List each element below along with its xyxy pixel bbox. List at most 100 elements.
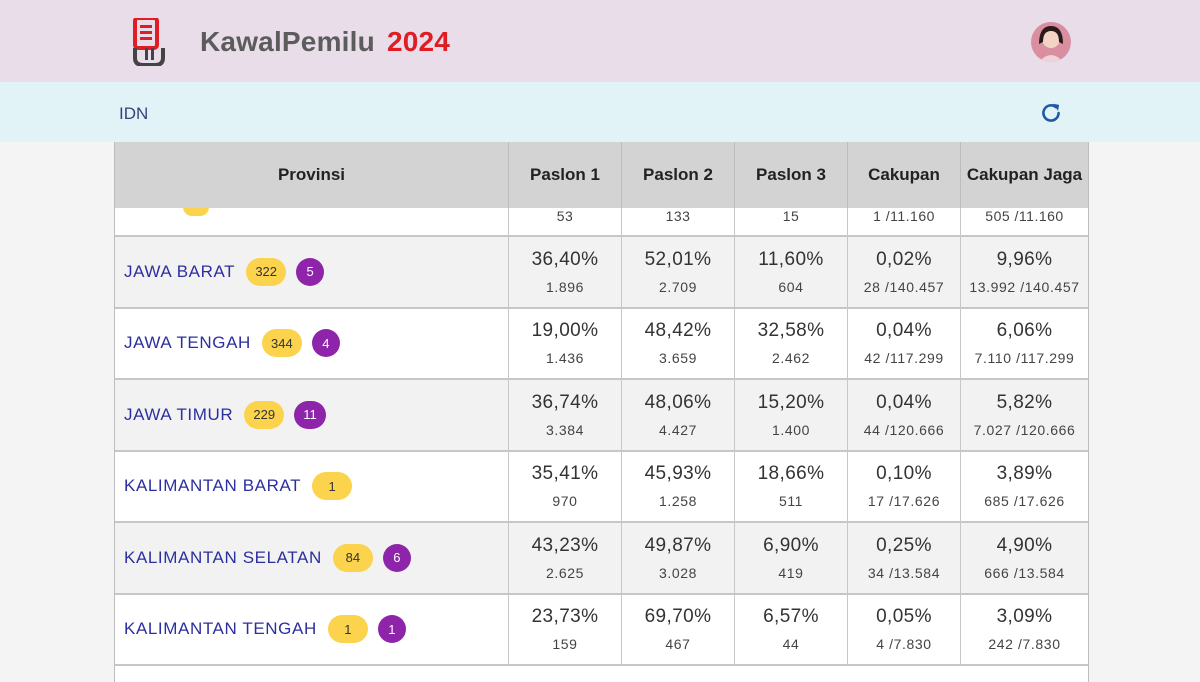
badge-purple[interactable]: 5 [296,257,325,286]
cakupan-jaga-count: 242 /7.830 [988,636,1061,653]
province-link[interactable]: JAWA TIMUR [124,404,234,424]
cakupan-jaga-count: 7.027 /120.666 [973,421,1076,438]
cakupan-jaga-percent: 3,89% [996,463,1053,485]
paslon-1-count: 1.896 [545,278,585,295]
table-row: JAWA TENGAH 344 4 19,00% 1.436 48,42% 3.… [115,308,1088,380]
paslon-2-cell: 52,01% 2.709 [622,237,735,307]
paslon-1-percent: 23,73% [531,606,599,628]
paslon-1-cell: 19,00% 1.436 [509,308,622,378]
table-row: JAWA TIMUR 229 11 36,74% 3.384 48,06% 4.… [115,380,1088,452]
province-results-table: Provinsi Paslon 1 Paslon 2 Paslon 3 Caku… [114,142,1089,682]
cakupan-jaga-percent: 6,06% [996,320,1053,342]
paslon-3-count: 604 [778,278,804,295]
paslon-3-count: 44 [782,636,800,653]
paslon-1-percent: 35,41% [531,463,599,485]
cakupan-count: 44 /120.666 [863,421,945,438]
badge-purple[interactable]: 11 [294,400,326,429]
paslon-3-count: 511 [778,493,804,510]
paslon-1-cell: 43,23% 2.625 [509,523,622,593]
cakupan-cell: 0,05% 4 /7.830 [848,594,961,664]
province-cell: KALIMANTAN TENGAH 1 1 [115,594,509,664]
province-link[interactable]: KALIMANTAN BARAT [124,476,302,496]
column-header-province[interactable]: Provinsi [115,142,509,208]
cakupan-cell: 0,25% 34 /13.584 [848,523,961,593]
paslon-2-cell: 48,42% 3.659 [622,308,735,378]
badge-yellow[interactable]: 1 [327,615,368,644]
paslon-3-cell: 6,90% 419 [735,523,848,593]
paslon-2-percent: 49,87% [644,534,712,556]
column-header-cakupan[interactable]: Cakupan [848,142,961,208]
paslon-2-cell: 69,70% 467 [622,594,735,664]
top-app-bar: KawalPemilu 2024 [0,0,1200,82]
paslon-2-count: 3.028 [658,564,698,581]
paslon-3-cell: 32,58% 2.462 [735,308,848,378]
paslon-1-percent: 43,23% [531,534,599,556]
paslon-1-percent: 19,00% [531,320,599,342]
paslon-3-cell: 15,20% 1.400 [735,380,848,450]
cakupan-jaga-percent: 3,09% [996,606,1053,628]
paslon-1-percent: 36,40% [531,248,599,270]
paslon-2-count: 3.659 [658,350,698,367]
badge-purple[interactable]: 6 [382,543,411,572]
paslon-2-cell: 45,93% 1.258 [622,451,735,521]
cakupan-jaga-count: 13.992 /140.457 [969,278,1080,295]
province-link[interactable]: KALIMANTAN SELATAN [124,547,322,567]
badge-yellow[interactable]: 229 [244,400,285,429]
refresh-icon[interactable] [1038,100,1064,126]
paslon-1-cell: 23,73% 159 [509,594,622,664]
table-row: KALIMANTAN SELATAN 84 6 43,23% 2.625 49,… [115,523,1088,595]
cakupan-cell: 0,10% 17 /17.626 [848,451,961,521]
cakupan-percent: 0,04% [876,391,932,413]
cakupan-jaga-cell: 5,82% 7.027 /120.666 [961,380,1088,450]
badge-purple[interactable]: 1 [377,615,406,644]
paslon-2-count: 467 [665,636,691,653]
cakupan-jaga-percent: 4,90% [996,534,1053,556]
paslon-1-count: 1.436 [545,350,585,367]
column-header-cakupan-jaga[interactable]: Cakupan Jaga [966,165,1083,184]
paslon-3-cell: 6,57% 44 [735,594,848,664]
column-header-paslon-2[interactable]: Paslon 2 [622,142,735,208]
province-link[interactable]: JAWA BARAT [124,261,236,281]
ballot-box-icon[interactable] [133,18,165,66]
cakupan-count: 28 /140.457 [863,278,945,295]
paslon-2-count: 1.258 [658,493,698,510]
badge-yellow[interactable]: 344 [261,329,302,358]
paslon-2-percent: 45,93% [644,463,712,485]
paslon-2-count: 4.427 [658,421,698,438]
province-link[interactable]: KALIMANTAN TENGAH [124,619,317,639]
paslon-2-cell: 49,87% 3.028 [622,523,735,593]
province-cell: KALIMANTAN SELATAN 84 6 [115,523,509,593]
cakupan-cell: 0,02% 28 /140.457 [848,237,961,307]
paslon-1-count: 159 [552,636,578,653]
cakupan-cell: 0,04% 42 /117.299 [848,308,961,378]
paslon-3-count: 1.400 [771,421,811,438]
cakupan-cell: 0,04% 44 /120.666 [848,380,961,450]
paslon-2-cell: 48,06% 4.427 [622,380,735,450]
paslon-3-count: 15 [735,208,848,235]
badge-yellow[interactable]: 1 [312,472,353,501]
location-label[interactable]: IDN [119,104,149,123]
paslon-1-cell: 36,74% 3.384 [509,380,622,450]
cakupan-jaga-count: 666 /13.584 [984,564,1065,581]
paslon-2-count: 133 [622,208,735,235]
user-avatar-icon[interactable] [1031,22,1071,62]
location-bar: IDN [0,82,1200,142]
cakupan-jaga-percent: 9,96% [996,248,1053,270]
badge-yellow[interactable]: 84 [332,543,373,572]
paslon-1-cell: 36,40% 1.896 [509,237,622,307]
app-brand[interactable]: KawalPemilu 2024 [200,26,450,58]
cakupan-jaga-count: 685 /17.626 [984,493,1065,510]
badge-purple[interactable]: 4 [311,329,340,358]
paslon-3-cell: 11,60% 604 [735,237,848,307]
column-header-paslon-1[interactable]: Paslon 1 [509,142,622,208]
column-header-paslon-3[interactable]: Paslon 3 [735,142,848,208]
table-row: JAWA BARAT 322 5 36,40% 1.896 52,01% 2.7… [115,237,1088,309]
cakupan-count: 17 /17.626 [867,493,941,510]
cakupan-count: 4 /7.830 [876,636,932,653]
cakupan-jaga-cell: 3,09% 242 /7.830 [961,595,1088,665]
badge-yellow[interactable]: 322 [246,257,287,286]
paslon-1-count: 970 [552,493,578,510]
brand-name: KawalPemilu [200,26,375,57]
cakupan-percent: 0,02% [876,248,932,270]
province-link[interactable]: JAWA TENGAH [124,333,251,353]
